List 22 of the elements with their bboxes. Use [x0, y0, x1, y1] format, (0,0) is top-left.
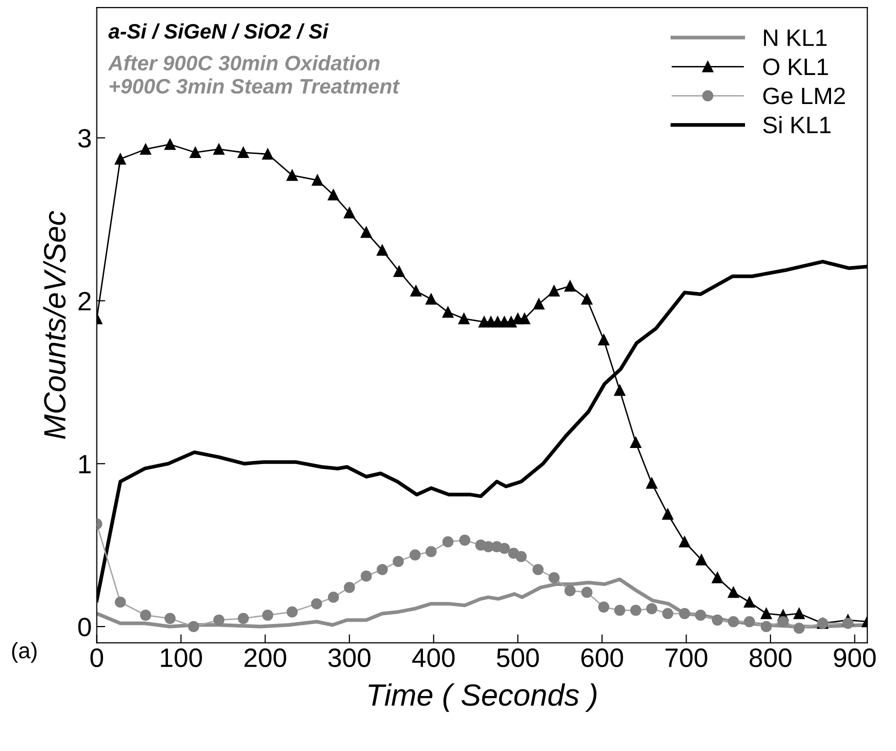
text: (a)	[12, 642, 37, 663]
legend-label: Ge LM2	[763, 88, 845, 104]
text: After 900C 30min Oxidation +900C 3min Steam Treatment	[108, 55, 400, 94]
x-tick-label: 500	[496, 648, 539, 668]
x-axis-title: Time ( Seconds )	[368, 683, 596, 712]
legend-label: N KL1	[764, 30, 827, 46]
x-tick-label: 400	[412, 648, 455, 668]
text: a-Si / SiGeN / SiO2 / Si	[108, 23, 329, 39]
x-tick-label: 200	[244, 648, 286, 668]
x-tick-label: 700	[666, 648, 708, 668]
y-tick-label: 3	[78, 128, 91, 148]
legend-label: O KL1	[763, 58, 828, 76]
y-axis-title: MCounts/eV/Sec	[43, 210, 66, 439]
x-tick-label: 900	[834, 648, 876, 668]
x-tick-label: 800	[750, 648, 792, 668]
x-tick-label: 600	[581, 648, 624, 668]
legend-label: Si KL1	[763, 116, 831, 134]
y-tick-label: 1	[79, 455, 91, 474]
y-tick-label: 0	[78, 618, 91, 636]
x-tick-label: 300	[328, 648, 370, 668]
x-tick-label: 100	[160, 648, 202, 668]
y-tick-label: 2	[78, 292, 91, 310]
